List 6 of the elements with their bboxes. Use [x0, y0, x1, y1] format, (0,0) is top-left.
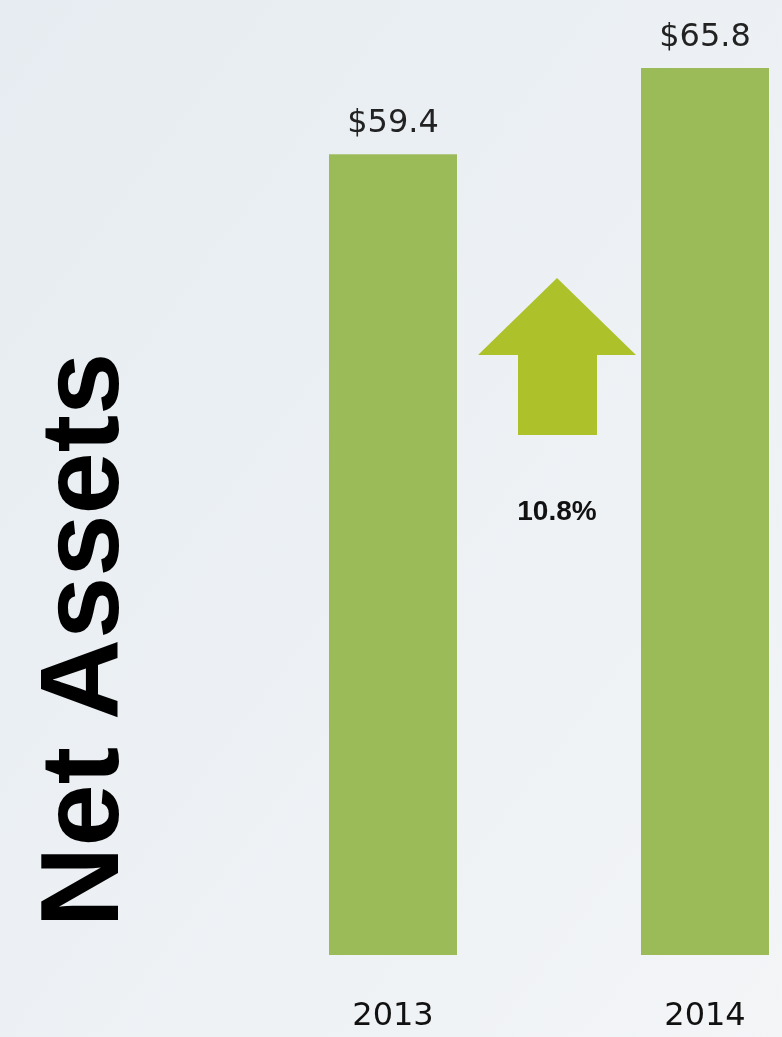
annotation: 10.8%	[517, 495, 597, 526]
x-tick-label: 2013	[352, 995, 434, 1033]
data-label: $59.4	[347, 102, 439, 141]
data-label: $65.8	[659, 16, 751, 54]
x-tick-label: 2014	[664, 995, 746, 1033]
text: Net Assets	[17, 352, 142, 928]
